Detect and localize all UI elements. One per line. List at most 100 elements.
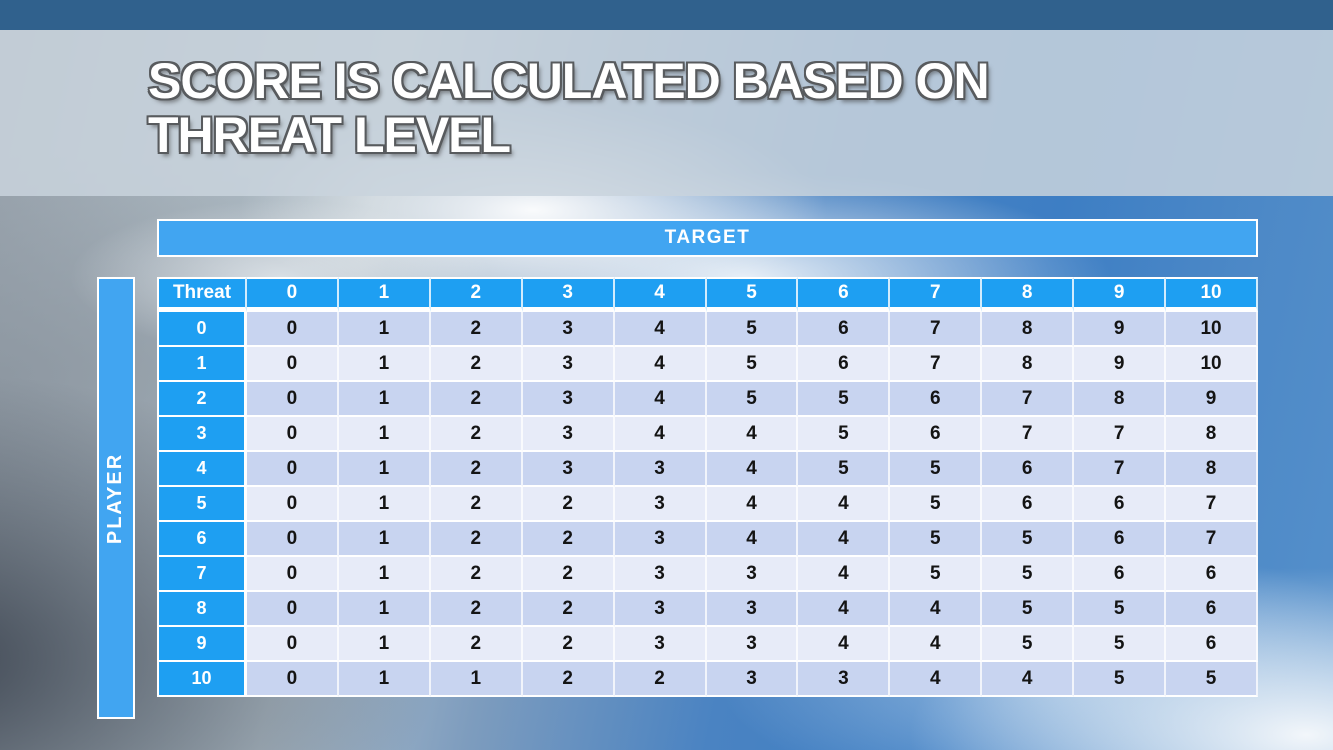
score-cell: 5 [890,522,983,557]
target-header-cell: 3 [522,277,615,312]
score-cell: 5 [890,452,983,487]
target-header-cell: 5 [706,277,799,312]
player-axis-bar: PLAYER [97,277,135,719]
score-cell: 5 [890,487,983,522]
score-cell: 2 [430,417,523,452]
score-cell: 3 [614,452,707,487]
score-cell: 1 [338,592,431,627]
score-cell: 1 [338,487,431,522]
score-cell: 8 [1166,452,1258,487]
score-cell: 1 [338,522,431,557]
score-cell: 4 [614,382,707,417]
table-row: 0 0 1 2 3 4 5 6 7 8 9 10 [157,312,1258,347]
target-header-cell: 1 [338,277,431,312]
score-cell: 4 [706,452,799,487]
table-row: 1 0 1 2 3 4 5 6 7 8 9 10 [157,347,1258,382]
player-axis-label: PLAYER [104,452,127,544]
score-cell: 7 [890,312,983,347]
score-cell: 2 [430,627,523,662]
slide-title: SCORE IS CALCULATED BASED ON THREAT LEVE… [148,54,1248,162]
score-cell: 4 [890,627,983,662]
score-cell: 3 [614,487,707,522]
score-cell: 1 [338,347,431,382]
score-cell: 8 [1074,382,1167,417]
score-cell: 8 [982,312,1075,347]
score-cell: 7 [890,347,983,382]
player-threat-cell: 1 [157,347,247,382]
target-header-cell: 4 [614,277,707,312]
score-cell: 5 [706,312,799,347]
target-axis-bar: TARGET [157,219,1258,257]
score-cell: 9 [1074,347,1167,382]
score-cell: 1 [338,557,431,592]
score-cell: 5 [890,557,983,592]
target-header-cell: 9 [1074,277,1167,312]
slide-title-line2: THREAT LEVEL [148,107,511,163]
score-cell: 6 [1166,557,1258,592]
score-cell: 2 [430,382,523,417]
score-cell: 4 [798,627,891,662]
score-cell: 3 [522,312,615,347]
target-header-cell: 7 [890,277,983,312]
score-cell: 6 [1074,557,1167,592]
score-cell: 6 [1166,627,1258,662]
player-threat-cell: 10 [157,662,247,697]
player-threat-cell: 2 [157,382,247,417]
target-header-cell: 8 [982,277,1075,312]
score-cell: 7 [982,382,1075,417]
score-cell: 4 [614,312,707,347]
score-cell: 2 [522,592,615,627]
score-cell: 0 [247,487,339,522]
score-cell: 0 [247,382,339,417]
score-cell: 3 [614,592,707,627]
score-cell: 1 [338,452,431,487]
score-cell: 2 [522,557,615,592]
score-cell: 3 [522,382,615,417]
threat-corner-header-cell: Threat [157,277,247,312]
score-cell: 0 [247,557,339,592]
score-cell: 5 [798,382,891,417]
score-cell: 5 [1074,627,1167,662]
score-cell: 1 [338,627,431,662]
player-threat-cell: 9 [157,627,247,662]
score-cell: 1 [338,417,431,452]
score-cell: 3 [706,627,799,662]
score-cell: 0 [247,522,339,557]
score-cell: 2 [522,627,615,662]
score-cell: 6 [798,312,891,347]
score-cell: 3 [798,662,891,697]
score-cell: 5 [706,382,799,417]
score-cell: 2 [522,522,615,557]
score-cell: 4 [798,592,891,627]
score-cell: 0 [247,592,339,627]
target-header-cell: 10 [1166,277,1258,312]
score-cell: 7 [1074,452,1167,487]
player-threat-cell: 4 [157,452,247,487]
score-cell: 4 [706,487,799,522]
top-strip [0,0,1333,30]
player-threat-cell: 7 [157,557,247,592]
score-cell: 0 [247,662,339,697]
score-cell: 2 [614,662,707,697]
score-cell: 5 [798,417,891,452]
score-cell: 6 [798,347,891,382]
target-header-cell: 0 [247,277,339,312]
score-cell: 4 [890,592,983,627]
score-cell: 6 [890,417,983,452]
player-threat-cell: 3 [157,417,247,452]
score-cell: 0 [247,312,339,347]
score-cell: 0 [247,347,339,382]
score-cell: 3 [706,592,799,627]
score-cell: 0 [247,627,339,662]
score-table-body: 0 0 1 2 3 4 5 6 7 8 9 10 1 0 1 2 3 4 5 6 7 8 9 10 2 0 1 2 3 4 5 5 6 7 8 9 3 0… [157,312,1258,697]
score-cell: 3 [706,662,799,697]
score-cell: 2 [430,347,523,382]
score-cell: 6 [1074,487,1167,522]
score-cell: 1 [338,312,431,347]
score-cell: 4 [614,347,707,382]
title-band [0,30,1333,196]
